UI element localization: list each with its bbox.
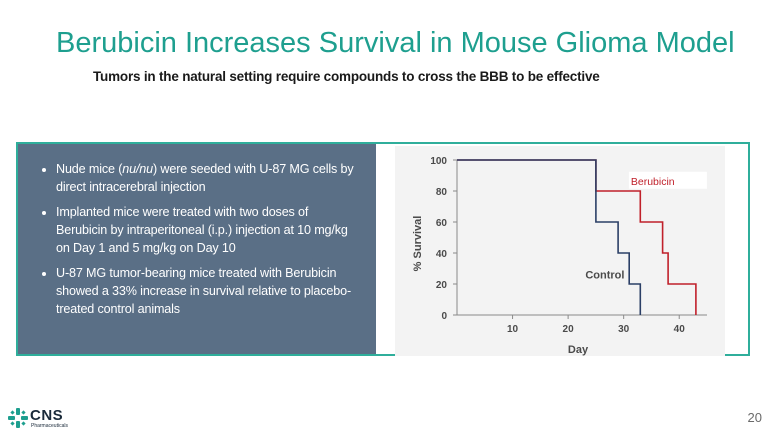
survival-chart-svg: 0 20 40 60 80 100 10 20 30 40 Day % Survival Berubic… bbox=[412, 156, 707, 356]
y-axis-title: % Survival bbox=[412, 216, 424, 272]
bullet-item: Implanted mice were treated with two dos… bbox=[56, 203, 362, 257]
x-tick-label: 30 bbox=[618, 324, 630, 335]
page-number: 20 bbox=[747, 410, 762, 425]
logo-name: CNS bbox=[30, 407, 64, 424]
x-tick-label: 40 bbox=[674, 324, 686, 335]
bullet-item: Nude mice (nu/nu) were seeded with U-87 … bbox=[56, 160, 362, 196]
series-label-berubicin: Berubicin bbox=[631, 176, 675, 188]
y-tick-label: 0 bbox=[441, 311, 447, 322]
survival-chart: 0 20 40 60 80 100 10 20 30 40 Day % Survival Berubic… bbox=[395, 146, 725, 356]
content-panel: Nude mice (nu/nu) were seeded with U-87 … bbox=[16, 142, 750, 356]
company-logo: CNS Pharmaceuticals bbox=[8, 404, 78, 434]
series-line-control bbox=[457, 159, 642, 315]
bullet-text: Nude mice ( bbox=[56, 162, 123, 176]
bullet-list: Nude mice (nu/nu) were seeded with U-87 … bbox=[18, 144, 376, 318]
bullet-italic-text: nu/nu bbox=[122, 162, 154, 176]
bullet-text: ) were seeded with U-87 MG cells by dire… bbox=[56, 162, 354, 194]
series-label-control: Control bbox=[585, 270, 624, 282]
x-tick-label: 10 bbox=[507, 324, 519, 335]
series-label-box-berubicin bbox=[628, 171, 707, 189]
slide-subtitle: Tumors in the natural setting require co… bbox=[93, 69, 600, 84]
y-tick-label: 100 bbox=[430, 156, 447, 167]
bullet-text: U-87 MG tumor-bearing mice treated with … bbox=[56, 266, 352, 316]
x-tick-label: 20 bbox=[563, 324, 575, 335]
y-tick-label: 40 bbox=[436, 249, 448, 260]
y-tick-label: 60 bbox=[436, 218, 448, 229]
cross-star-icon bbox=[8, 408, 28, 428]
y-tick-label: 80 bbox=[436, 187, 448, 198]
y-tick-label: 20 bbox=[436, 280, 448, 291]
bullet-list-box: Nude mice (nu/nu) were seeded with U-87 … bbox=[18, 144, 376, 354]
logo-tagline: Pharmaceuticals bbox=[31, 423, 68, 429]
x-axis-title: Day bbox=[568, 344, 589, 356]
bullet-item: U-87 MG tumor-bearing mice treated with … bbox=[56, 264, 362, 318]
bullet-text: Implanted mice were treated with two dos… bbox=[56, 205, 348, 255]
slide-title: Berubicin Increases Survival in Mouse Gl… bbox=[56, 27, 735, 59]
